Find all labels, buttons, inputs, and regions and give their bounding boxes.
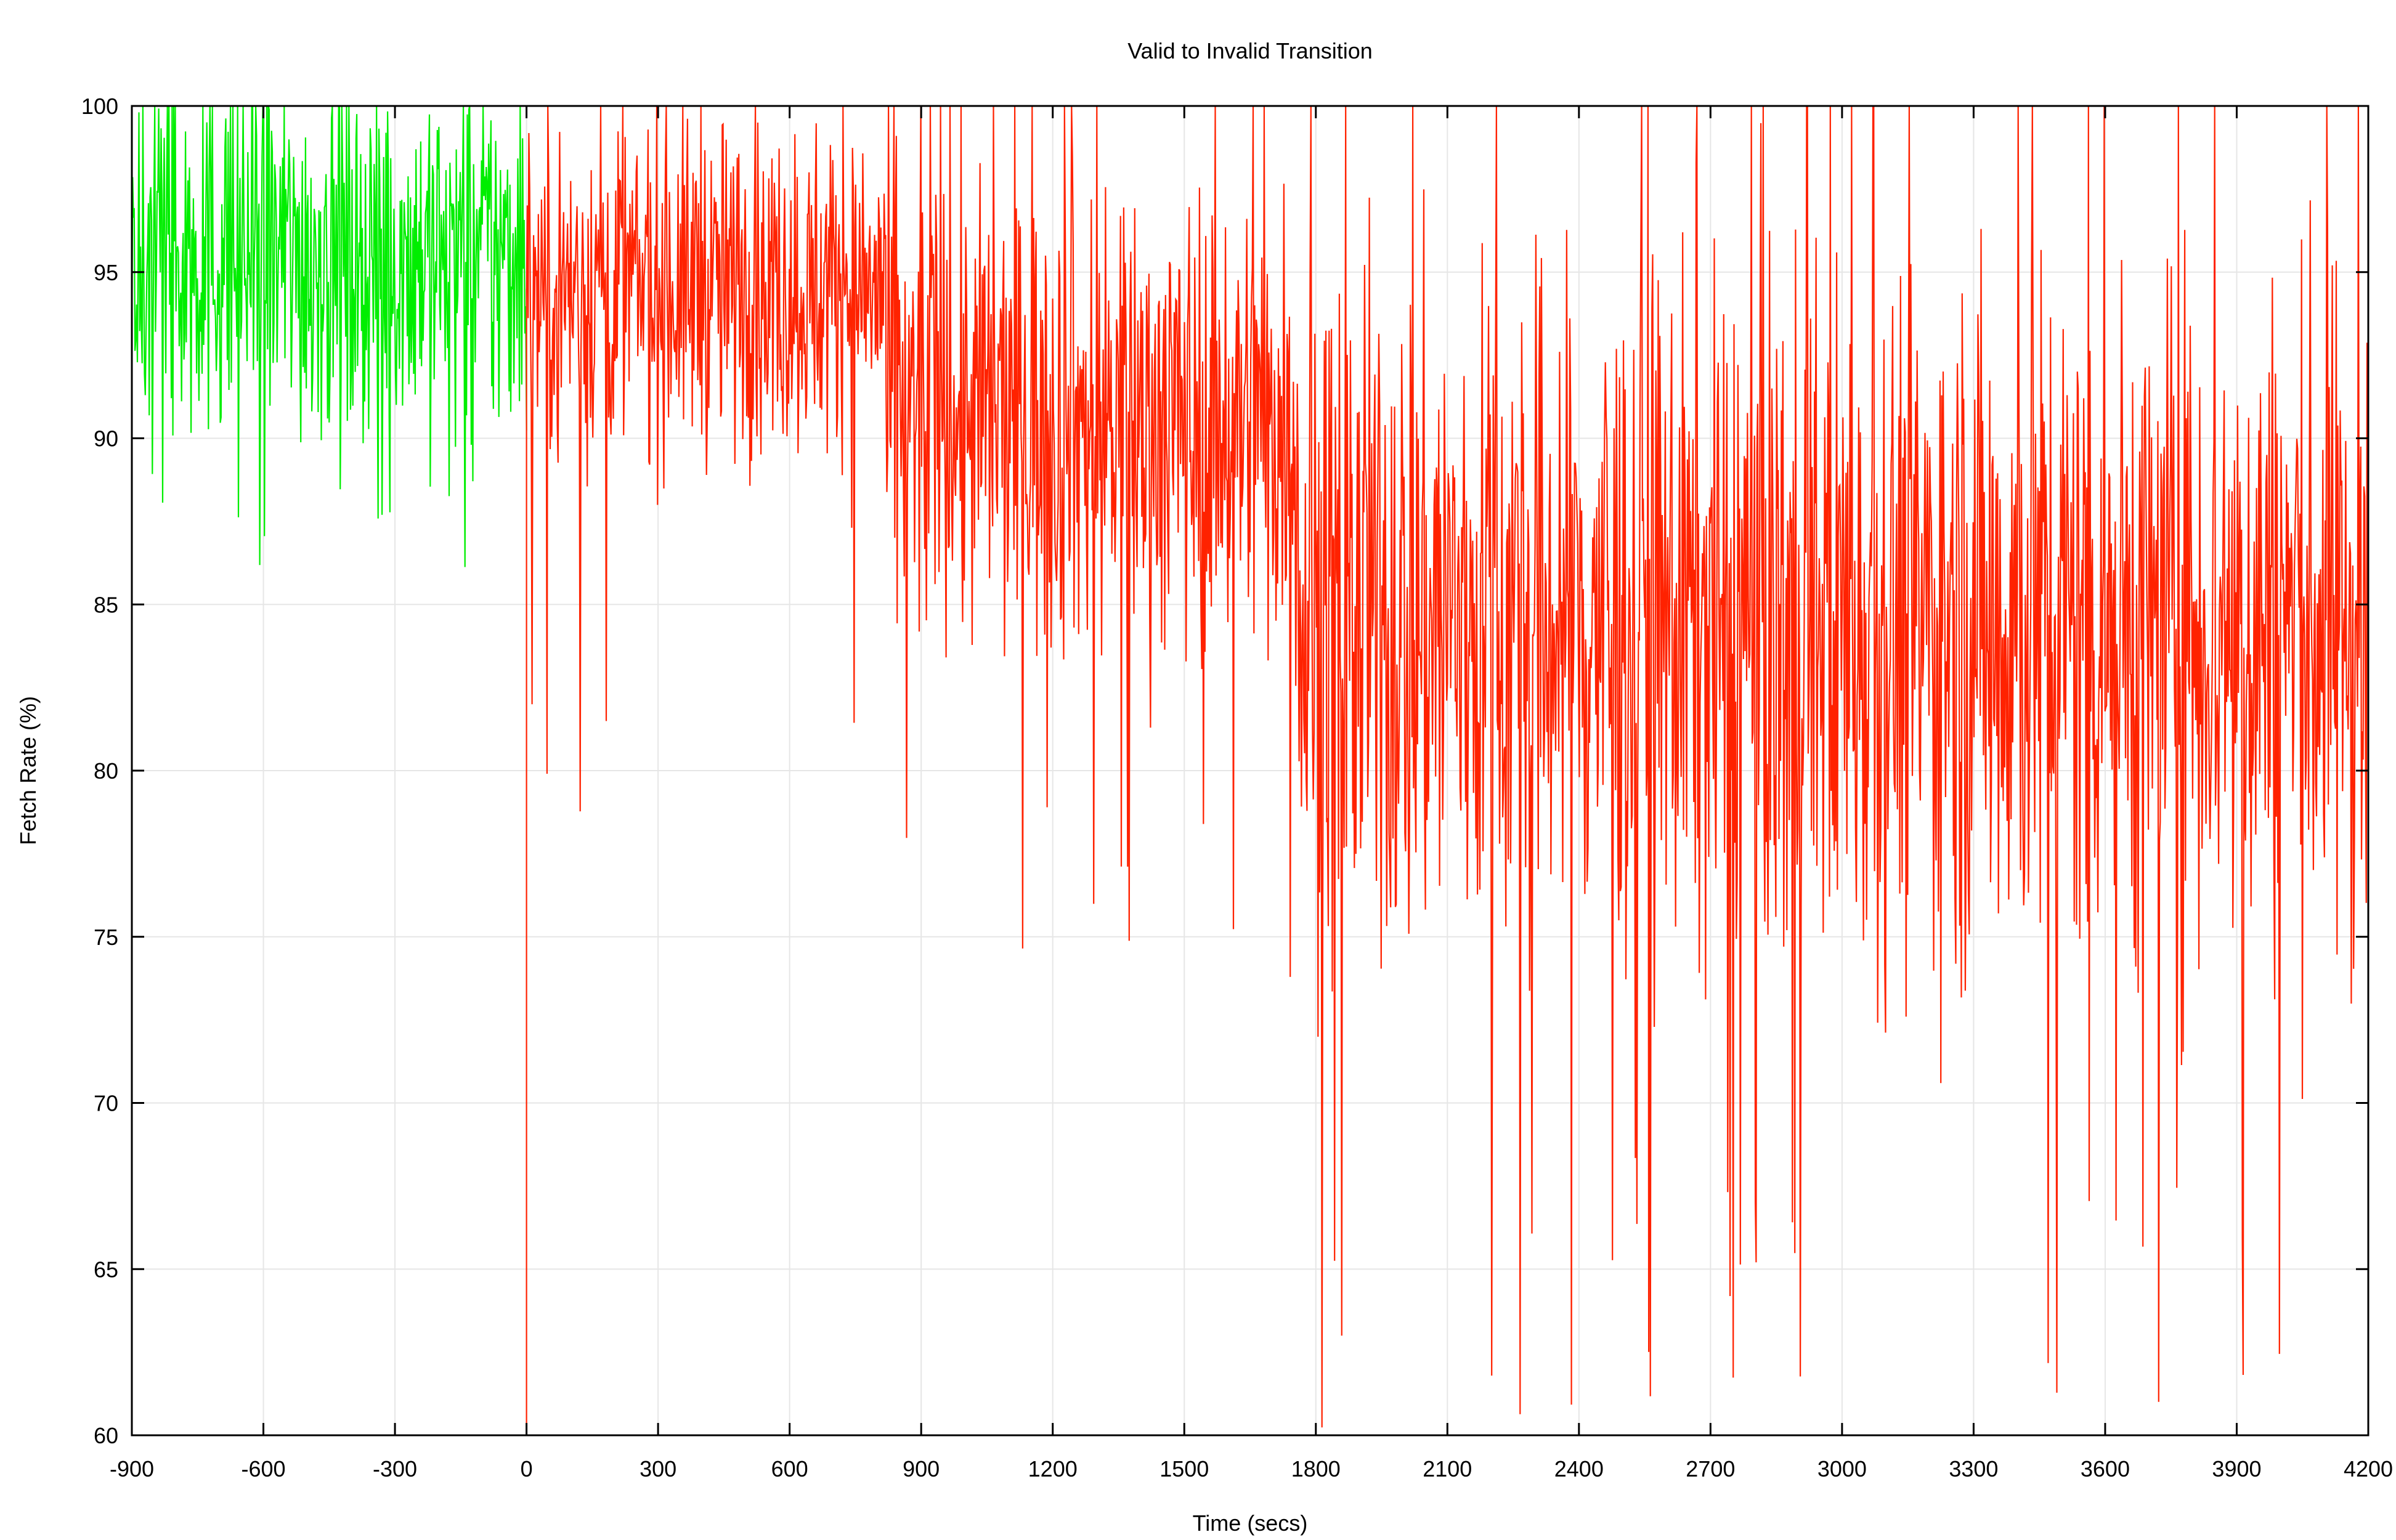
x-tick-label: 600 bbox=[771, 1456, 808, 1481]
x-tick-label: -600 bbox=[241, 1456, 285, 1481]
x-tick-label: 4200 bbox=[2344, 1456, 2393, 1481]
y-tick-label: 95 bbox=[94, 260, 118, 285]
x-tick-label: 900 bbox=[903, 1456, 940, 1481]
x-axis-label: Time (secs) bbox=[1193, 1510, 1308, 1536]
y-tick-label: 70 bbox=[94, 1091, 118, 1116]
x-tick-label: 1500 bbox=[1159, 1456, 1209, 1481]
x-tick-label: 3900 bbox=[2212, 1456, 2261, 1481]
x-tick-labels: -900 -600 -300 0 300 600 900 1200 1500 1800 2100 24… bbox=[110, 1456, 2393, 1481]
series-line-0 bbox=[131, 105, 527, 567]
x-tick-label: 3600 bbox=[2081, 1456, 2130, 1481]
series-line-1 bbox=[526, 105, 2369, 1435]
y-tick-label: 75 bbox=[94, 925, 118, 950]
x-tick-label: 1200 bbox=[1028, 1456, 1078, 1481]
y-tick-label: 85 bbox=[94, 592, 118, 617]
y-tick-label: 65 bbox=[94, 1257, 118, 1282]
series-layer bbox=[131, 105, 2369, 1435]
y-tick-label: 90 bbox=[94, 426, 118, 452]
y-tick-label: 80 bbox=[94, 758, 118, 784]
y-tick-label: 100 bbox=[81, 94, 118, 119]
tick-marks bbox=[131, 105, 2370, 1437]
x-tick-label: 300 bbox=[640, 1456, 676, 1481]
y-axis-label: Fetch Rate (%) bbox=[15, 696, 41, 845]
y-tick-labels: 60 65 70 75 80 85 90 95 100 bbox=[81, 94, 118, 1448]
x-tick-label: -300 bbox=[373, 1456, 417, 1481]
x-tick-label: 2100 bbox=[1423, 1456, 1472, 1481]
x-tick-label: 2400 bbox=[1554, 1456, 1604, 1481]
chart-title: Valid to Invalid Transition bbox=[1127, 38, 1373, 63]
y-tick-label: 60 bbox=[94, 1423, 118, 1448]
x-tick-label: 2700 bbox=[1686, 1456, 1735, 1481]
x-tick-label: 3000 bbox=[1817, 1456, 1867, 1481]
x-tick-label: 0 bbox=[521, 1456, 533, 1481]
x-tick-label: -900 bbox=[110, 1456, 154, 1481]
x-tick-label: 3300 bbox=[1949, 1456, 1998, 1481]
x-tick-label: 1800 bbox=[1291, 1456, 1341, 1481]
